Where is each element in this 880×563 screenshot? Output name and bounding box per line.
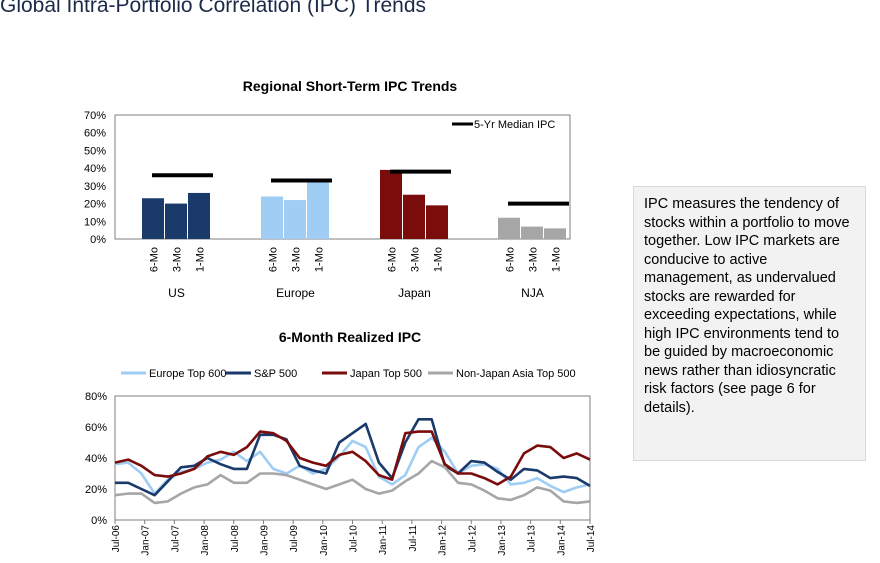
line-chart-title: 6-Month Realized IPC [278,329,422,345]
bar-japan-3-mo [403,194,425,239]
bar-us-6-mo [142,198,164,239]
x-tick-label: Jan-09 [259,525,270,556]
bar-category-label: 3-Mo [172,247,184,272]
x-tick-label: Jul-13 [527,525,538,553]
bar-y-tick-label: 30% [84,181,106,193]
line-y-tick-label: 40% [85,453,107,465]
bar-japan-1-mo [426,205,448,239]
series-line-3 [114,459,591,505]
bar-europe-1-mo [307,180,329,239]
bar-nja-1-mo [544,228,566,239]
legend-label-2: Japan Top 500 [350,368,422,380]
x-tick-label: Jul-11 [408,525,419,552]
x-tick-label: Jan-11 [378,525,389,555]
line-y-tick-label: 80% [85,391,107,403]
bar-y-tick-label: 40% [84,163,106,175]
x-tick-label: Jan-13 [497,525,508,556]
bar-category-label: 1-Mo [551,247,563,272]
bar-chart-title: Regional Short-Term IPC Trends [242,78,458,94]
series-line-1 [115,417,591,497]
line-y-tick-label: 0% [91,515,107,527]
legend-label-1: S&P 500 [254,368,297,380]
x-tick-label: Jul-09 [289,525,300,553]
x-tick-label: Jul-12 [467,525,478,553]
bar-category-label: 3-Mo [410,247,422,272]
bar-category-label: 6-Mo [149,247,161,272]
x-tick-label: Jul-08 [230,525,241,553]
bar-category-label: 3-Mo [291,247,303,272]
bar-y-tick-label: 60% [84,128,106,140]
region-label-nja: NJA [521,286,544,300]
x-tick-label: Jul-10 [349,525,360,553]
bar-category-label: 1-Mo [195,247,207,272]
bar-nja-6-mo [498,217,520,239]
legend-label-3: Non-Japan Asia Top 500 [456,368,576,380]
bar-y-tick-label: 20% [84,199,106,211]
bar-europe-6-mo [261,196,283,239]
bar-category-label: 3-Mo [528,247,540,272]
bar-japan-6-mo [380,169,402,239]
x-tick-label: Jul-14 [586,525,597,553]
bar-plot-frame [114,114,571,240]
bar-y-tick-label: 70% [84,110,106,122]
bar-us-1-mo [188,192,210,239]
x-tick-label: Jan-07 [141,525,152,556]
series-line-2 [114,430,591,486]
x-tick-label: Jan-12 [438,525,449,556]
region-label-us: US [168,286,185,300]
x-tick-label: Jul-06 [111,525,122,553]
bar-y-tick-label: 50% [84,145,106,157]
page-title: Global Intra-Portfolio Correlation (IPC)… [0,0,426,17]
bar-nja-3-mo [521,226,543,239]
bar-us-3-mo [165,203,187,239]
bar-category-label: 1-Mo [433,247,445,272]
legend-median-label: 5-Yr Median IPC [474,119,555,131]
line-y-tick-label: 20% [85,484,107,496]
bar-y-tick-label: 10% [84,216,106,228]
bar-y-tick-label: 0% [90,234,106,246]
bar-europe-3-mo [284,200,306,239]
legend-label-0: Europe Top 600 [149,368,226,380]
bar-category-label: 1-Mo [314,247,326,272]
x-tick-label: Jan-14 [556,525,567,556]
bar-category-label: 6-Mo [268,247,280,272]
x-tick-label: Jan-08 [200,525,211,556]
line-plot-frame [114,395,591,521]
x-tick-label: Jul-07 [170,525,181,553]
line-y-tick-label: 60% [85,422,107,434]
x-tick-label: Jan-10 [319,525,330,556]
region-label-europe: Europe [276,286,315,300]
region-label-japan: Japan [398,286,431,300]
bar-category-label: 6-Mo [505,247,517,272]
bar-category-label: 6-Mo [387,247,399,272]
ipc-note-box: IPC measures the tendency of stocks with… [633,186,866,461]
